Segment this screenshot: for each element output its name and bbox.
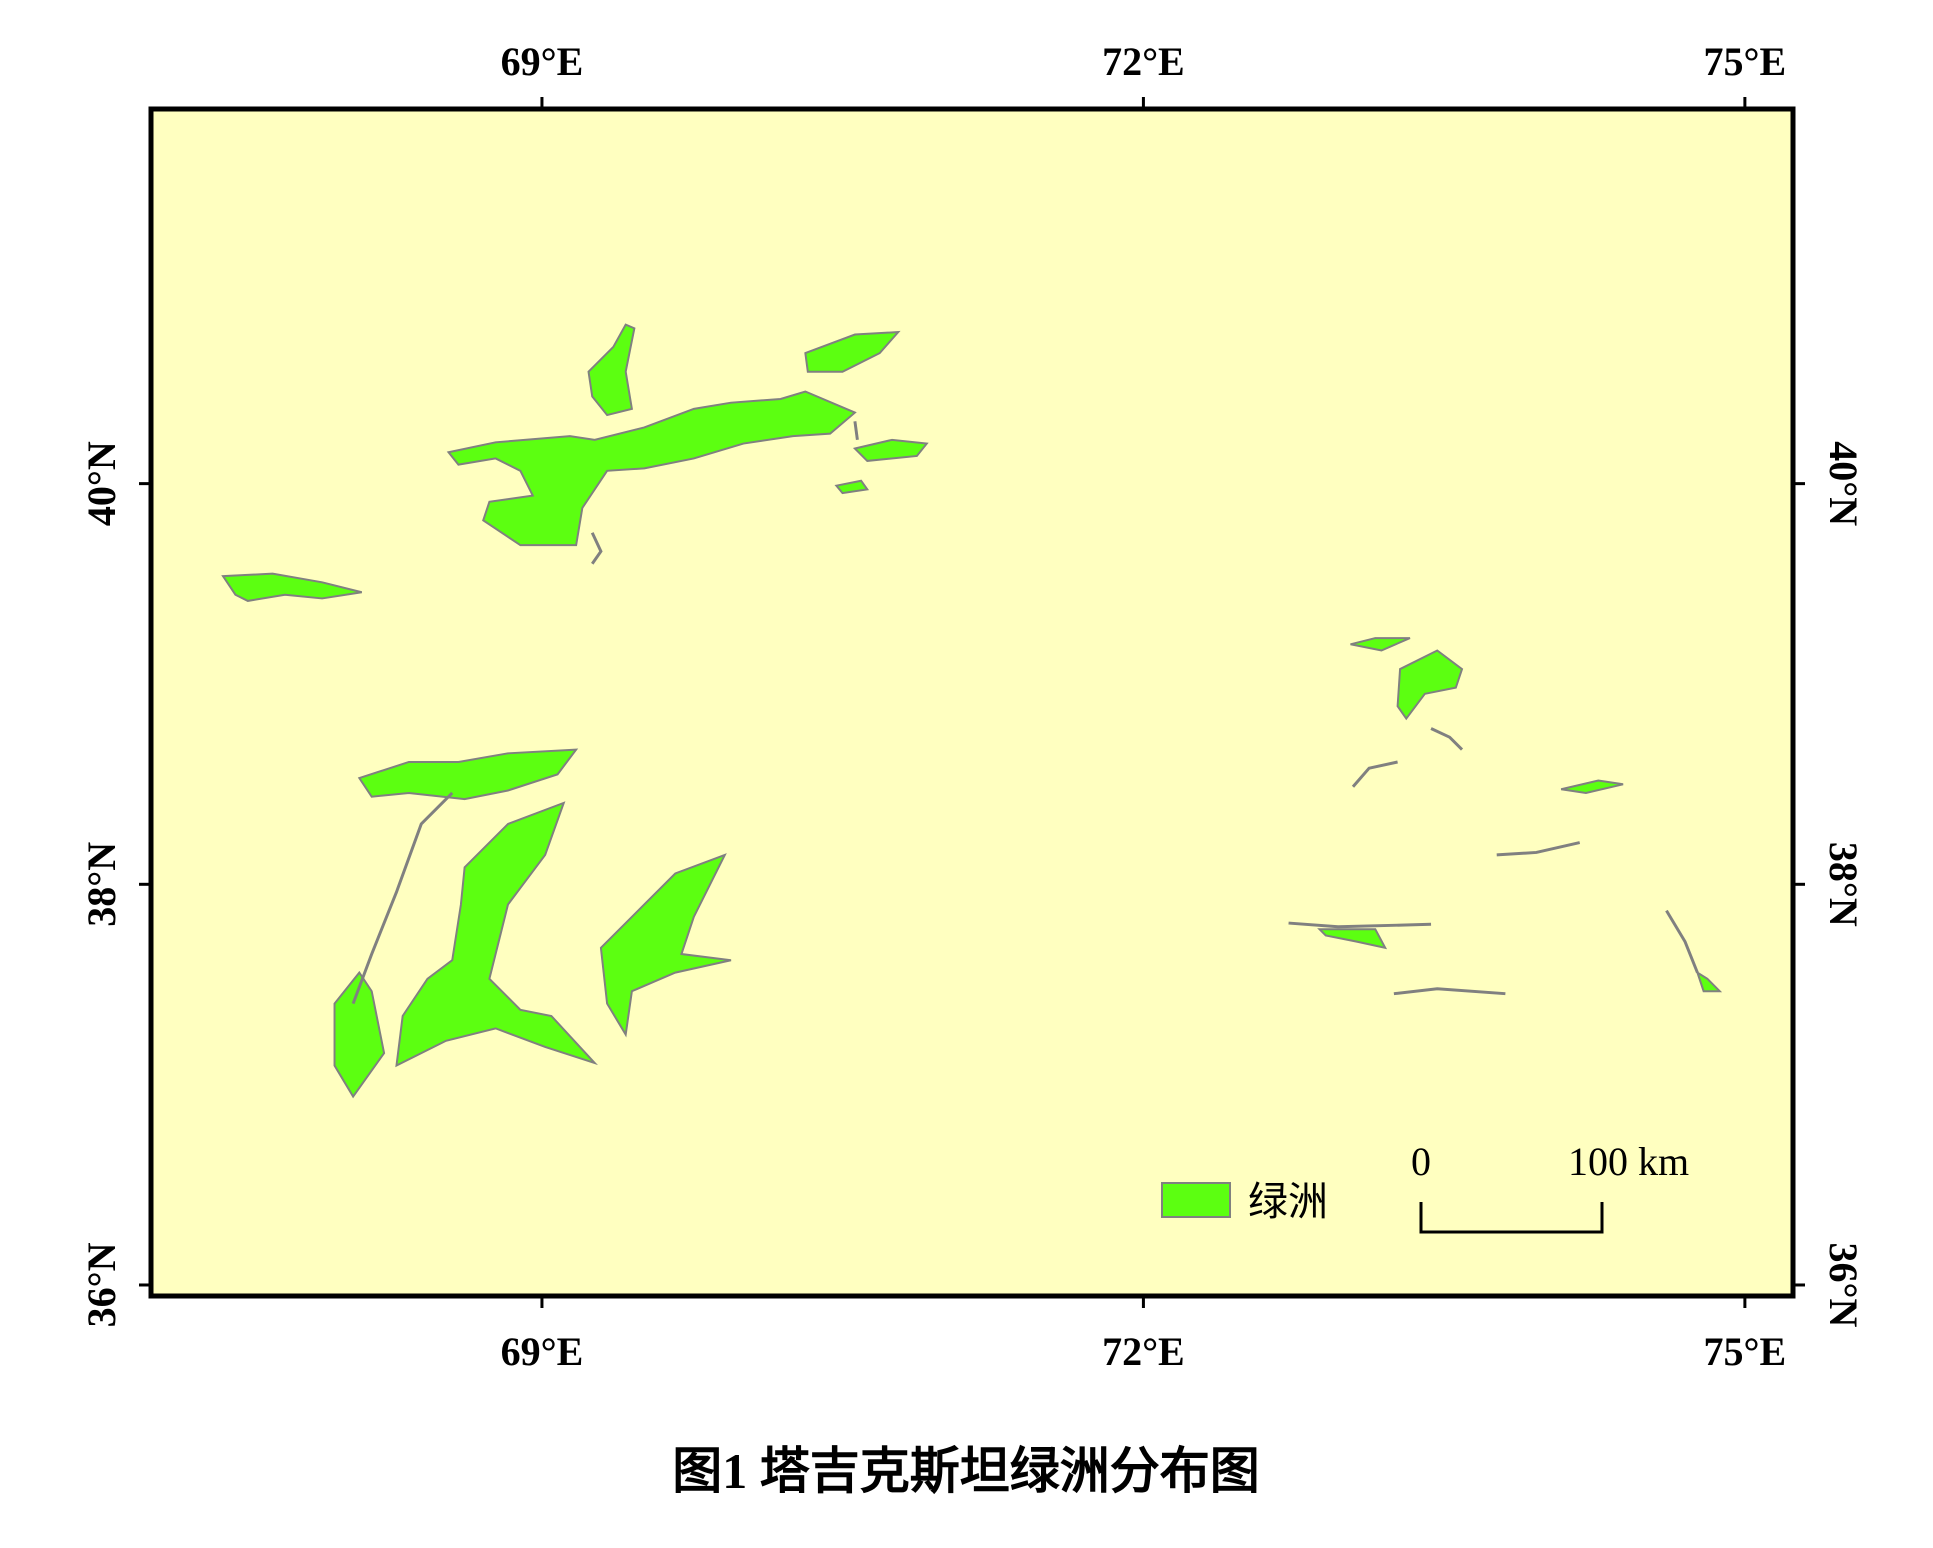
oasis (395, 801, 599, 1068)
oasis (1317, 928, 1388, 950)
oasis-thread (351, 791, 454, 1005)
oasis-thread (853, 421, 859, 441)
legend-label: 绿洲 (1248, 1179, 1328, 1224)
scale-end-label: 100 km (1568, 1139, 1689, 1184)
oasis (221, 572, 363, 602)
lat-tick-label: 36°N (1821, 1243, 1866, 1328)
oasis (1695, 970, 1723, 993)
lat-tick-label: 36°N (79, 1242, 124, 1327)
scale-start-label: 0 (1411, 1139, 1431, 1184)
oasis-polygons (221, 323, 1723, 1099)
lon-tick-label: 72°E (1102, 1329, 1185, 1374)
oasis-thread (1351, 760, 1398, 788)
oasis (804, 330, 901, 373)
lat-tick-label: 40°N (79, 441, 124, 526)
lat-tick-label: 38°N (79, 842, 124, 927)
oasis (333, 970, 386, 1099)
lat-tick-label: 40°N (1821, 441, 1866, 526)
oasis-thread (1665, 909, 1699, 974)
lon-tick-label: 69°E (501, 1329, 584, 1374)
oasis (587, 323, 636, 417)
legend-swatch (1161, 1182, 1231, 1218)
scale-bar (1419, 1202, 1604, 1234)
oasis-thread (1496, 841, 1581, 857)
oasis-thread (1288, 921, 1432, 929)
oasis (1560, 779, 1624, 794)
oasis-thread (590, 532, 603, 565)
oasis-thread (1393, 987, 1506, 996)
oasis (1396, 649, 1464, 721)
oasis (852, 438, 929, 462)
lon-tick-label: 69°E (501, 39, 584, 84)
lon-tick-label: 72°E (1102, 39, 1185, 84)
lon-tick-label: 75°E (1704, 1329, 1787, 1374)
oasis (599, 853, 732, 1038)
oasis-thread (1430, 727, 1464, 751)
map-title: 图1 塔吉克斯坦绿洲分布图 (672, 1443, 1260, 1499)
lat-tick-label: 38°N (1821, 842, 1866, 927)
oasis (1350, 637, 1411, 652)
oasis (357, 748, 579, 801)
map-frame (148, 106, 1796, 1299)
lon-tick-label: 75°E (1704, 39, 1787, 84)
oasis (834, 479, 870, 495)
oasis (446, 390, 857, 547)
